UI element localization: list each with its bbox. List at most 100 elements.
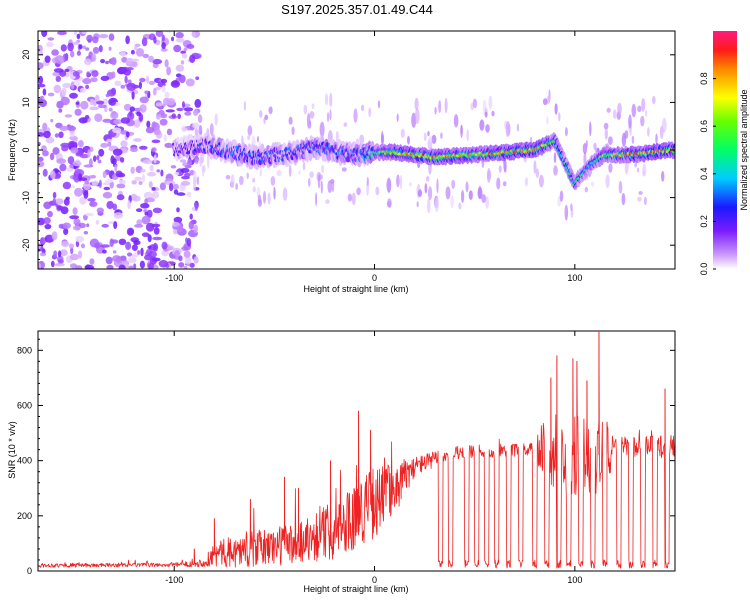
spectrogram-streak-cell [481,194,487,203]
snr-series [38,331,675,569]
spectrogram-noise-cell [94,242,101,249]
spectrogram-streak-cell [428,186,433,200]
spectrogram-noise-cell [152,236,163,241]
spectrogram-streak-cell [638,191,643,195]
spectrogram-noise-cell [131,180,137,185]
spectrogram-streak-cell [427,131,430,137]
spectrogram-streak-cell [306,113,311,129]
spectrogram-noise-cell [109,181,114,189]
spectrogram-noise-cell [139,77,146,83]
spectrogram-noise-cell [114,80,122,87]
spectrogram-noise-cell [184,256,192,265]
spectrogram-noise-cell [131,61,138,68]
spectrogram-noise-cell [116,183,126,189]
spectrogram-noise-cell [178,255,183,262]
spectrogram-streak-cell [450,195,454,209]
spectrogram-noise-cell [61,87,67,96]
spectrogram-noise-cell [96,155,100,161]
spectrogram-noise-cell [62,83,72,88]
spectrogram-noise-cell [69,129,75,138]
spectrogram-noise-cell [180,50,187,54]
spectrogram-noise-cell [188,220,194,230]
spectrogram-streak-cell [640,115,645,127]
spectrogram-noise-cell [53,250,58,257]
spectrogram-noise-cell [75,235,85,243]
spectrogram-streak-cell [535,168,540,179]
spectrogram-noise-cell [38,50,44,56]
spectrogram-streak-cell [327,130,333,144]
spectrogram-noise-cell [98,45,103,53]
spectrogram-noise-cell [101,223,109,228]
spectrogram-noise-cell [105,256,113,265]
spectrogram-noise-cell [112,250,117,254]
spectrogram-streak-cell [460,124,463,135]
spectrogram-streak-cell [325,199,330,205]
spectrogram-noise-cell [62,222,71,229]
spectrogram-noise-cell [140,203,150,209]
spectrogram-noise-cell [141,215,151,225]
spectrogram-streak-cell [434,197,439,213]
spectrogram-noise-cell [160,169,164,177]
spectrogram-noise-cell [83,164,94,168]
spectrogram-streak-cell [360,104,365,112]
spectrogram-x-tick-label: -100 [165,273,183,283]
spectrogram-noise-cell [78,140,84,148]
spectrogram-noise-cell [57,259,64,264]
spectrogram-noise-cell [152,191,159,199]
spectrogram-streak-cell [468,190,473,201]
spectrogram-streak-cell [516,123,520,132]
spectrogram-noise-cell [91,174,96,179]
spectrogram-streak-cell [214,113,218,126]
spectrogram-streak-cell [605,174,610,189]
spectrogram-noise-cell [136,111,142,117]
spectrogram-noise-cell [133,240,141,246]
spectrogram-noise-cell [161,42,166,50]
spectrogram-streak-cell [267,192,271,205]
spectrogram-noise-cell [68,243,75,249]
spectrogram-streak-cell [434,106,437,115]
spectrogram-noise-cell [50,118,54,123]
spectrogram-streak-cell [496,177,501,190]
spectrogram-streak-cell [423,132,427,141]
spectrogram-streak-cell [366,176,369,187]
spectrogram-noise-cell [140,168,146,173]
spectrogram-noise-cell [144,211,149,216]
spectrogram-noise-cell [83,190,89,199]
spectrogram-noise-cell [183,107,194,112]
spectrogram-streak-cell [436,178,439,194]
spectrogram-streak-cell [262,191,267,204]
spectrogram-noise-cell [112,148,123,156]
spectrogram-noise-cell [127,111,135,121]
spectrogram-noise-cell [107,141,112,147]
spectrogram-noise-cell [165,180,176,186]
spectrogram-streak-cell [259,168,262,177]
spectrogram-noise-cell [51,231,58,241]
spectrogram-streak-cell [343,122,348,127]
spectrogram-noise-cell [60,249,68,257]
spectrogram-streak-cell [196,176,200,185]
spectrogram-noise-cell [76,33,81,40]
spectrogram-noise-cell [109,238,114,247]
snr-y-tick-label: 600 [17,400,32,410]
spectrogram-streak-cell [485,124,490,133]
snr-plot-area [38,331,675,571]
spectrogram-noise-cell [92,99,98,107]
spectrogram-noise-cell [175,64,184,72]
spectrogram-noise-cell [113,119,123,125]
spectrogram-noise-cell [118,179,126,185]
spectrogram-noise-cell [159,118,168,126]
spectrogram-noise-cell [113,221,118,230]
spectrogram-streak-cell [414,108,420,124]
spectrogram-noise-cell [180,60,185,65]
spectrogram-noise-cell [85,84,90,90]
spectrogram-noise-cell [146,120,151,128]
spectrogram-noise-cell [38,141,41,146]
spectrogram-noise-cell [76,50,81,56]
spectrogram-streak-cell [647,127,650,137]
spectrogram-noise-cell [158,260,169,268]
spectrogram-streak-cell [252,178,256,183]
spectrogram-streak-cell [282,187,288,201]
spectrogram-noise-cell [77,250,83,259]
spectrogram-noise-cell [156,169,160,173]
spectrogram-noise-cell [38,262,42,269]
